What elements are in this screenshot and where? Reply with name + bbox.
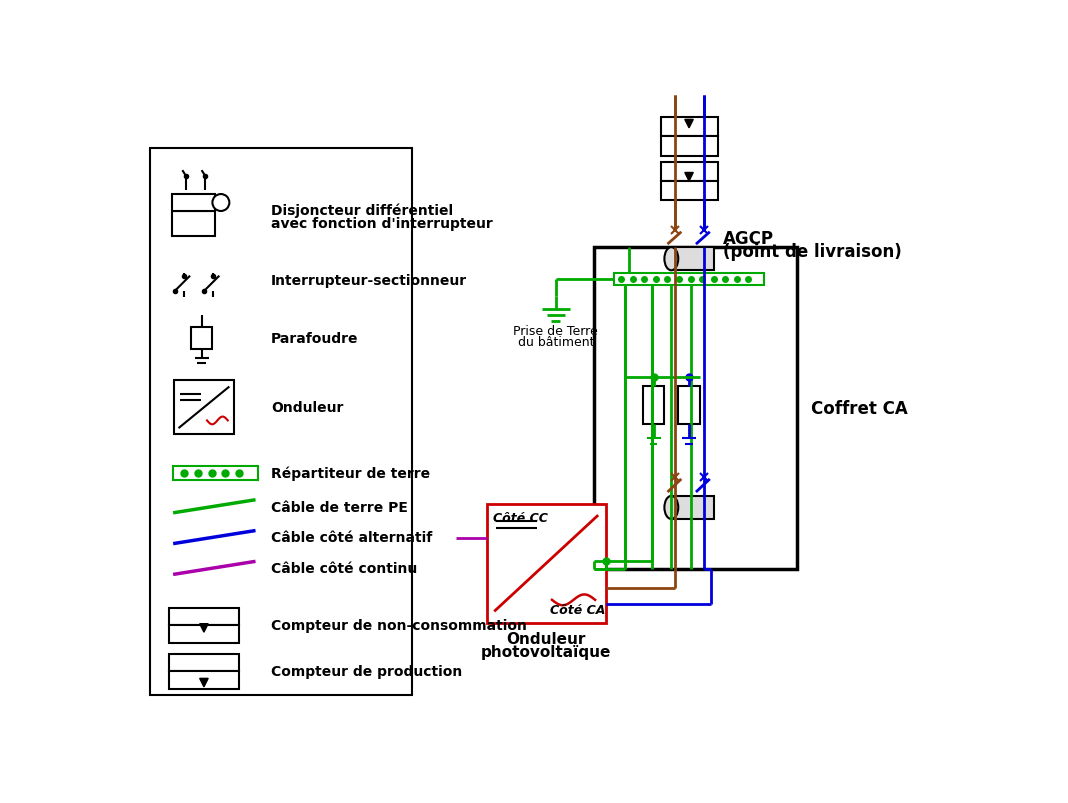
Text: Onduleur: Onduleur xyxy=(506,631,585,646)
Text: (point de livraison): (point de livraison) xyxy=(723,243,901,261)
Text: Interrupteur-sectionneur: Interrupteur-sectionneur xyxy=(271,274,467,288)
Text: du bâtiment: du bâtiment xyxy=(518,336,594,349)
Bar xyxy=(678,386,700,425)
Bar xyxy=(660,181,719,201)
Bar xyxy=(173,467,257,480)
Bar xyxy=(150,149,412,695)
Text: Côté CC: Côté CC xyxy=(492,512,548,524)
Bar xyxy=(672,248,713,271)
Bar xyxy=(172,195,215,212)
Text: Câble côté continu: Câble côté continu xyxy=(271,561,418,576)
Bar xyxy=(170,654,238,671)
Polygon shape xyxy=(200,679,208,687)
Text: Câble côté alternatif: Câble côté alternatif xyxy=(271,531,433,544)
Text: Disjoncteur différentiel: Disjoncteur différentiel xyxy=(271,203,453,218)
Ellipse shape xyxy=(664,496,678,520)
Bar xyxy=(594,248,797,569)
Text: Câble de terre PE: Câble de terre PE xyxy=(271,500,408,514)
Bar xyxy=(170,671,238,689)
Polygon shape xyxy=(685,120,693,128)
Text: Parafoudre: Parafoudre xyxy=(271,332,359,345)
Bar xyxy=(660,137,719,157)
Bar xyxy=(172,212,215,236)
Text: photovoltaïque: photovoltaïque xyxy=(481,644,611,659)
Text: Prise de Terre: Prise de Terre xyxy=(514,324,598,337)
Text: AGCP: AGCP xyxy=(723,230,774,247)
Bar xyxy=(487,504,606,623)
Bar xyxy=(643,386,664,425)
Text: Compteur de production: Compteur de production xyxy=(271,665,462,679)
Text: Côté CA: Côté CA xyxy=(550,603,606,616)
Bar xyxy=(170,608,238,626)
Bar xyxy=(614,273,764,286)
Bar xyxy=(170,626,238,643)
Text: Coffret CA: Coffret CA xyxy=(811,400,908,418)
Ellipse shape xyxy=(664,248,678,271)
Bar xyxy=(174,381,234,434)
Bar xyxy=(660,162,719,181)
Text: avec fonction d'interrupteur: avec fonction d'interrupteur xyxy=(271,216,492,230)
Bar xyxy=(672,496,713,520)
Text: Onduleur: Onduleur xyxy=(271,401,343,415)
Polygon shape xyxy=(685,173,693,181)
Bar xyxy=(191,328,213,349)
Text: Répartiteur de terre: Répartiteur de terre xyxy=(271,466,430,480)
Bar xyxy=(660,118,719,137)
Ellipse shape xyxy=(213,195,230,212)
Polygon shape xyxy=(200,624,208,633)
Text: Compteur de non-consommation: Compteur de non-consommation xyxy=(271,618,527,633)
